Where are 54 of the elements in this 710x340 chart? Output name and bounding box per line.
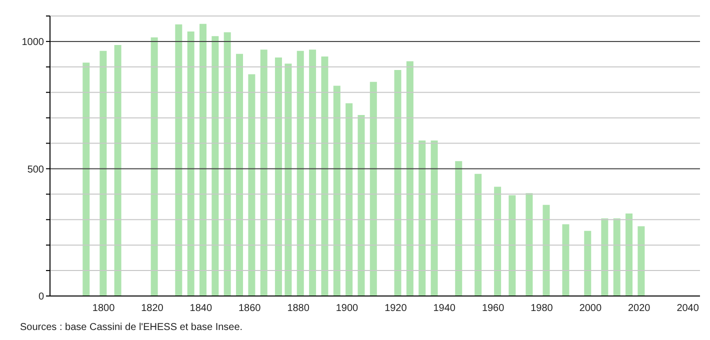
bar <box>601 218 608 296</box>
bar <box>584 230 592 296</box>
bar <box>200 24 206 296</box>
bar <box>562 224 570 296</box>
bar <box>150 37 158 296</box>
bar <box>82 62 90 296</box>
x-tick-label: 1920 <box>384 303 408 314</box>
x-tick-label: 1960 <box>482 303 505 314</box>
bar <box>394 70 402 296</box>
bar <box>309 50 316 296</box>
bar <box>494 186 502 296</box>
x-tick-label: 1900 <box>336 303 359 314</box>
y-tick-label: 1000 <box>22 37 44 48</box>
bar <box>187 32 194 296</box>
bar <box>358 115 365 296</box>
bar <box>212 36 219 296</box>
x-tick-label: 2040 <box>676 303 700 314</box>
bar <box>526 193 533 296</box>
x-tick-label: 1980 <box>530 303 554 314</box>
bar <box>236 54 244 296</box>
bar <box>613 218 620 296</box>
x-tick-label: 2020 <box>628 303 651 314</box>
bar <box>274 57 282 296</box>
bar <box>296 50 304 296</box>
bar <box>418 140 426 296</box>
bar <box>284 64 292 296</box>
bar <box>175 24 182 296</box>
bar <box>406 61 414 296</box>
bar <box>114 45 122 296</box>
x-tick-label: 1820 <box>141 303 164 314</box>
x-tick-label: 1880 <box>287 303 310 314</box>
x-tick-label: 1800 <box>92 303 116 314</box>
bar <box>333 86 340 296</box>
x-tick-label: 1840 <box>190 303 212 314</box>
bar <box>260 50 268 296</box>
bar <box>100 50 107 296</box>
y-tick-label: 0 <box>38 292 44 303</box>
x-tick-label: 1860 <box>238 303 262 314</box>
bar <box>248 74 256 296</box>
bar <box>370 82 377 296</box>
x-tick-label: 2000 <box>579 303 602 314</box>
bar <box>474 174 482 296</box>
bar <box>321 56 328 296</box>
bar <box>224 32 231 296</box>
bar <box>346 103 353 296</box>
y-tick-label: 500 <box>27 164 44 176</box>
bar <box>542 204 550 296</box>
bar <box>508 195 516 296</box>
bar <box>638 226 645 296</box>
bar <box>430 140 438 296</box>
source-note: Sources : base Cassini de l'EHESS et base Insee. <box>20 322 244 333</box>
bar <box>455 161 462 296</box>
x-tick-label: 1940 <box>433 303 456 314</box>
bar <box>626 214 633 296</box>
